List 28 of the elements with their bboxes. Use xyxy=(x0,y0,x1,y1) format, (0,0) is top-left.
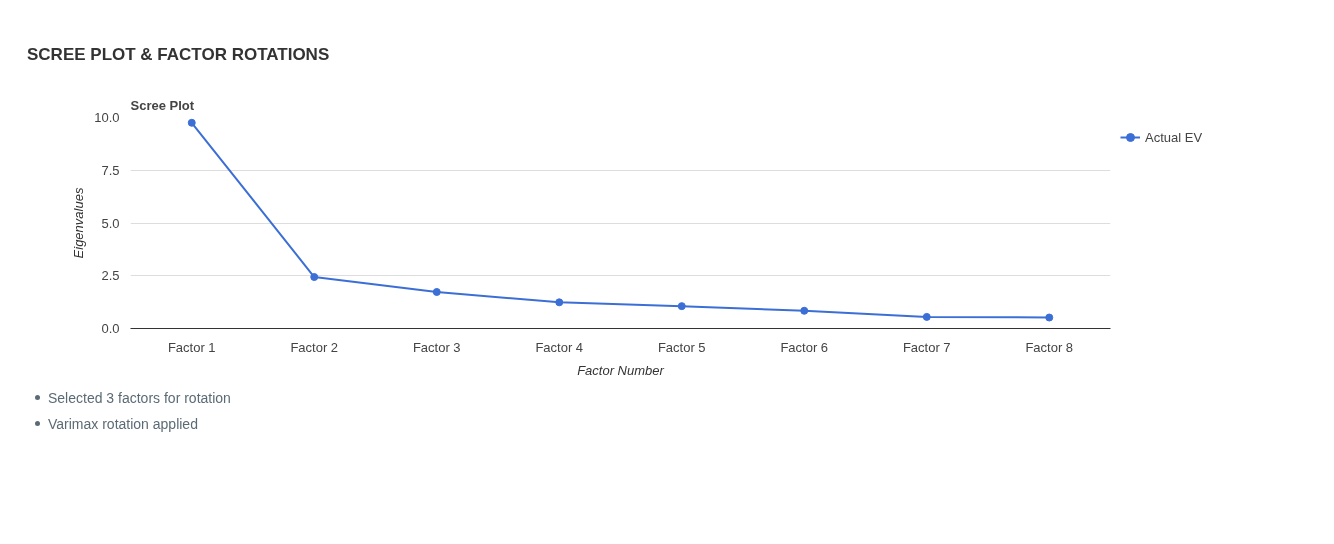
point xyxy=(555,298,564,307)
text: Selected 3 factors for rotation xyxy=(47,389,231,408)
chart-subtitle: Scree Plot xyxy=(130,97,195,113)
x-tick-label: Factor 5 xyxy=(657,339,706,355)
y-tick-label: 5.0 xyxy=(101,215,120,231)
y-tick-label: 10.0 xyxy=(94,110,120,125)
x-tick-label: Factor 8 xyxy=(1025,339,1074,355)
y-tick-label: 0.0 xyxy=(101,321,120,336)
point xyxy=(432,288,441,296)
point xyxy=(1045,313,1054,322)
x-tick-label: Factor 7 xyxy=(902,339,951,355)
y-tick-label: 7.5 xyxy=(101,162,120,178)
y-axis-title: Eigenvalues xyxy=(71,187,87,259)
x-axis-title: Factor Number xyxy=(577,362,665,378)
x-tick-label: Factor 4 xyxy=(535,339,584,355)
point xyxy=(800,306,809,315)
legend-label: Actual EV xyxy=(1145,129,1203,145)
point xyxy=(187,118,196,127)
point xyxy=(310,273,319,282)
point xyxy=(922,312,931,321)
text: Varimax rotation applied xyxy=(47,415,199,434)
point xyxy=(677,302,686,311)
x-tick-label: Factor 3 xyxy=(412,339,461,355)
x-tick-label: Factor 6 xyxy=(780,339,829,355)
x-tick-label: Factor 1 xyxy=(167,339,216,355)
y-tick-label: 2.5 xyxy=(101,268,120,284)
chart-title: SCREE PLOT & FACTOR ROTATIONS xyxy=(26,44,330,66)
x-tick-label: Factor 2 xyxy=(290,339,339,355)
